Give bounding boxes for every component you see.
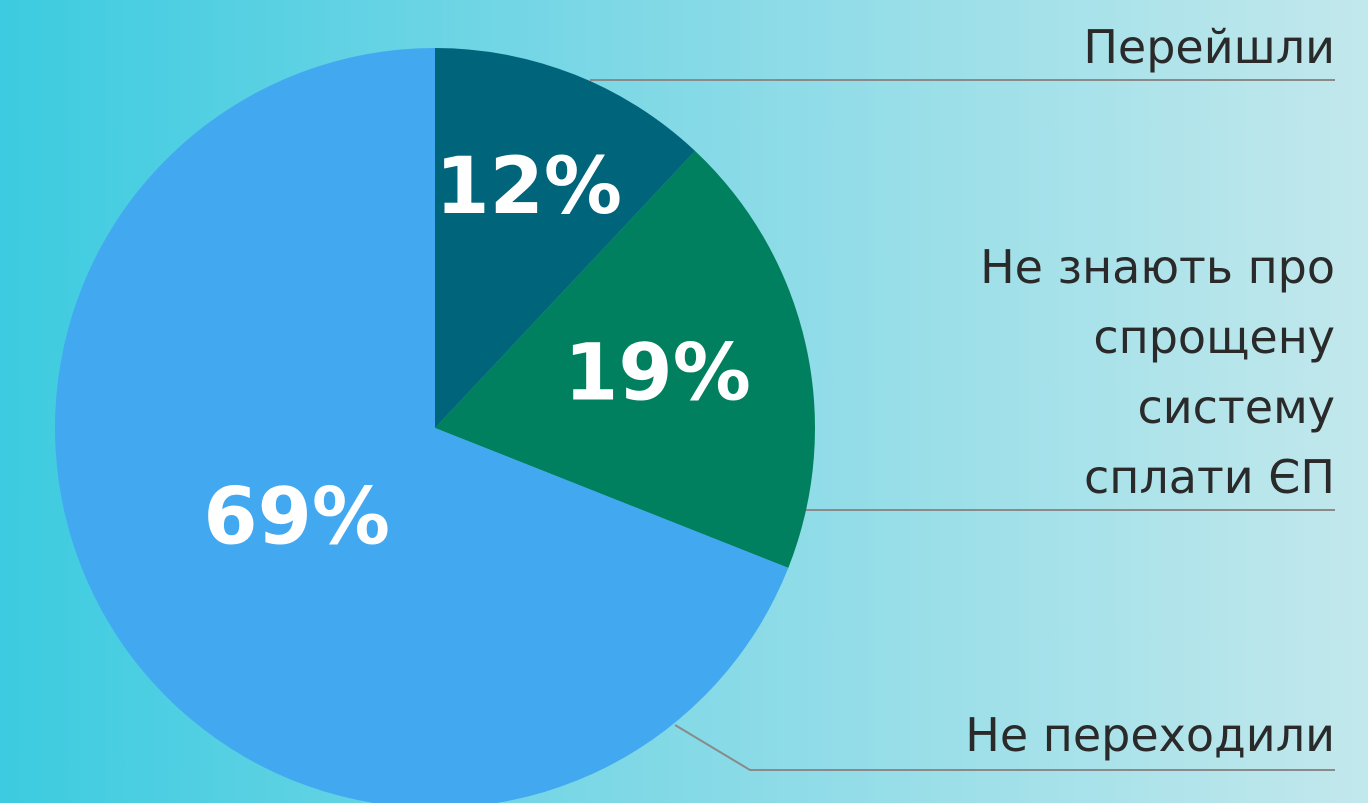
- pie-slice: [435, 150, 816, 568]
- category-label: Не переходили: [965, 708, 1335, 762]
- category-label: Перейшли: [1083, 20, 1335, 74]
- pie-slice: [435, 48, 696, 428]
- category-label: Не знають про спрощену систему сплати ЄП: [980, 240, 1335, 504]
- leader-line: [674, 724, 1335, 771]
- value-label: 69%: [203, 472, 390, 562]
- value-label: 19%: [564, 329, 751, 419]
- pie-slice: [55, 48, 789, 803]
- value-label: 12%: [435, 142, 622, 232]
